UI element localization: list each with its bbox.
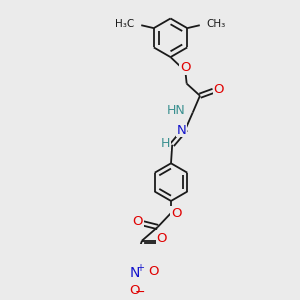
Text: O: O [213,83,224,96]
Text: HN: HN [167,104,185,117]
Text: O: O [148,265,159,278]
Text: N: N [130,266,140,280]
Text: +: + [136,263,144,273]
Text: CH₃: CH₃ [207,19,226,29]
Text: H: H [161,137,170,150]
Text: O: O [157,232,167,245]
Text: O: O [133,215,143,228]
Text: O: O [171,207,181,220]
Text: O: O [180,61,190,74]
Text: −: − [134,286,145,299]
Text: O: O [130,284,140,297]
Text: H₃C: H₃C [115,19,134,29]
Text: N: N [176,124,186,137]
